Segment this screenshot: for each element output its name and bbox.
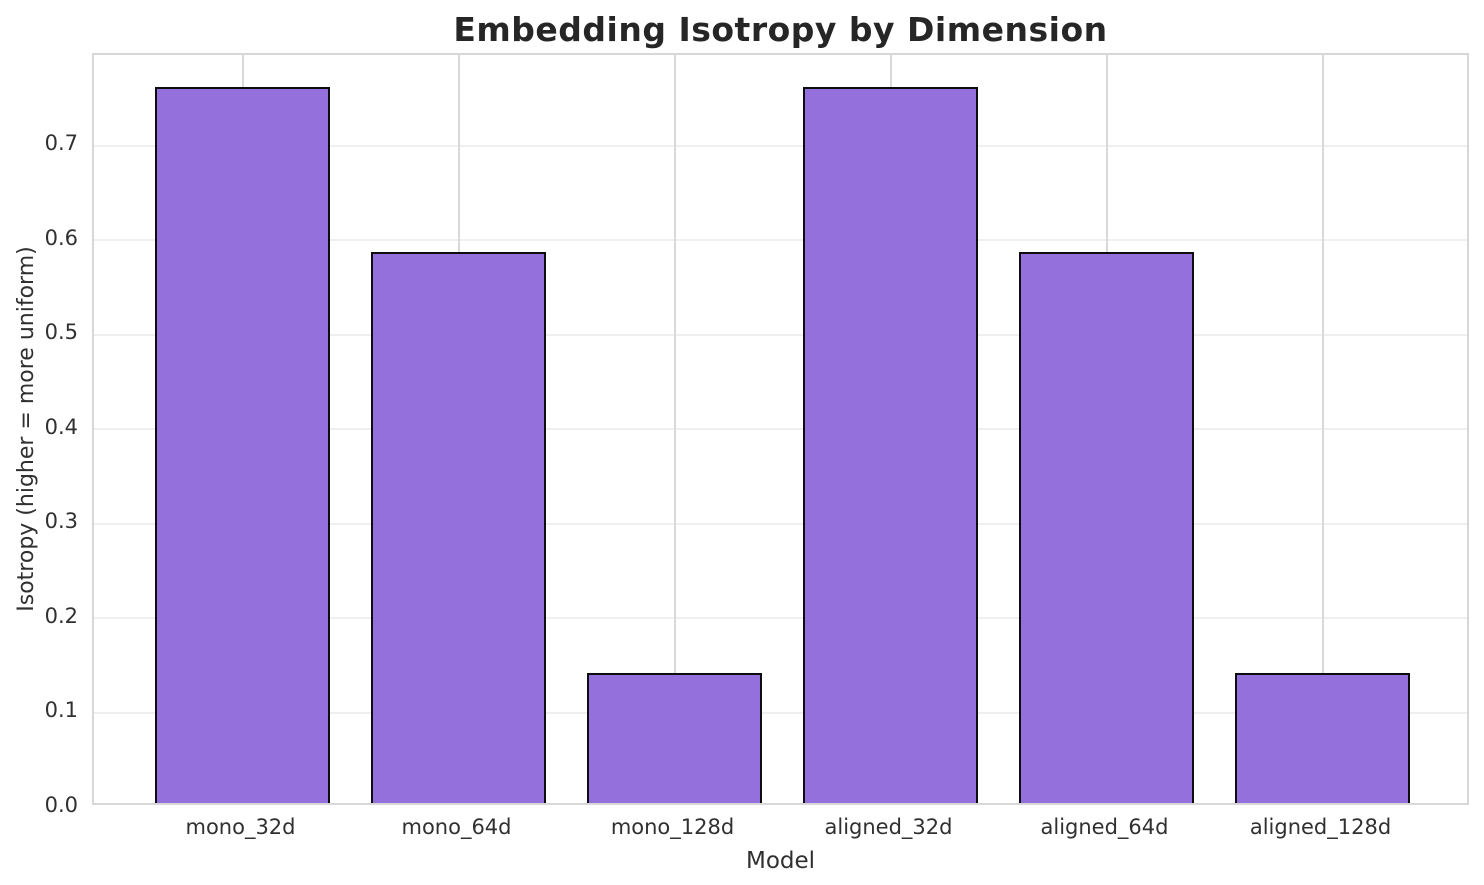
bar-mono_64d xyxy=(371,252,546,803)
x-axis-label: Model xyxy=(745,848,816,874)
x-tick-label-aligned_64d: aligned_64d xyxy=(1040,815,1169,839)
bar-mono_128d xyxy=(587,672,762,803)
x-tick-label-aligned_128d: aligned_128d xyxy=(1249,815,1392,839)
bar-mono_32d xyxy=(155,86,330,803)
y-tick-label: 0.7 xyxy=(44,131,78,156)
gridline-horizontal xyxy=(94,522,1467,525)
bar-aligned_64d xyxy=(1019,252,1194,803)
y-tick-label: 0.3 xyxy=(44,509,78,534)
y-tick-label: 0.2 xyxy=(44,603,78,628)
y-tick-label: 0.5 xyxy=(44,320,78,345)
gridline-horizontal xyxy=(94,711,1467,714)
gridline-vertical xyxy=(673,55,676,803)
plot-area xyxy=(92,53,1469,805)
x-tick-label-mono_128d: mono_128d xyxy=(610,815,735,839)
y-tick-label: 0.1 xyxy=(44,698,78,723)
x-tick-label-mono_64d: mono_64d xyxy=(401,815,512,839)
gridline-horizontal xyxy=(94,428,1467,431)
chart-title: Embedding Isotropy by Dimension xyxy=(453,10,1108,49)
x-tick-label-aligned_32d: aligned_32d xyxy=(824,815,953,839)
gridline-horizontal xyxy=(94,333,1467,336)
gridline-horizontal xyxy=(94,144,1467,147)
bar-aligned_32d xyxy=(803,86,978,803)
gridline-horizontal xyxy=(94,617,1467,620)
y-tick-label: 0.4 xyxy=(44,414,78,439)
bar-aligned_128d xyxy=(1235,672,1410,803)
gridline-horizontal xyxy=(94,239,1467,242)
gridline-vertical xyxy=(1321,55,1324,803)
y-tick-label: 0.0 xyxy=(44,792,78,817)
y-tick-label: 0.6 xyxy=(44,225,78,250)
x-tick-label-mono_32d: mono_32d xyxy=(185,815,296,839)
